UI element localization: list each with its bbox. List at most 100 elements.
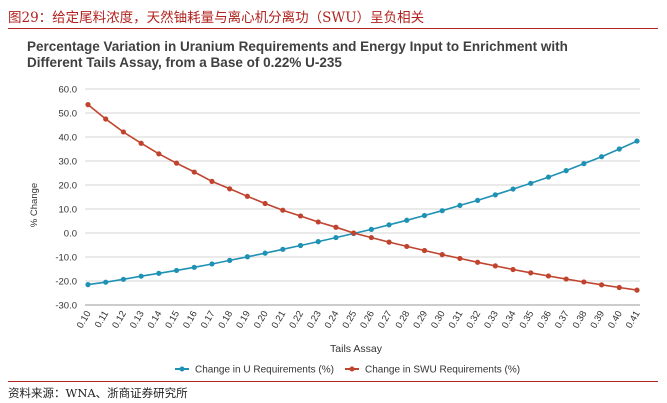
legend-label: Change in U Requirements (%) — [195, 365, 334, 376]
data-point — [492, 263, 498, 269]
data-point — [439, 208, 445, 214]
x-tick-label: 0.24 — [323, 309, 342, 331]
legend-marker — [349, 366, 355, 372]
series-lines — [85, 102, 640, 293]
y-tick-label: 60.0 — [59, 85, 78, 96]
data-point — [173, 267, 180, 274]
x-tick-label: 0.33 — [482, 309, 501, 331]
x-axis-label: Tails Assay — [330, 343, 383, 355]
data-point — [510, 266, 516, 273]
data-point — [315, 219, 321, 225]
data-point — [510, 186, 516, 192]
data-point — [475, 259, 481, 265]
data-point — [386, 222, 392, 228]
x-tick-label: 0.39 — [588, 309, 607, 331]
series-line-u-requirements — [87, 140, 638, 286]
data-point — [209, 261, 215, 267]
data-point — [333, 224, 339, 230]
data-point — [386, 239, 392, 245]
y-axis-label: % Change — [29, 183, 40, 227]
data-point — [315, 239, 321, 245]
data-point — [209, 178, 215, 184]
y-tick-label: 0.0 — [64, 229, 77, 240]
y-tick-labels: 60.0 50.0 40.0 30.0 20.0 10.0 0.0 -10.0 -20.0 -30… — [55, 85, 77, 312]
data-point — [244, 193, 250, 199]
data-point — [85, 102, 91, 108]
chart-title-line-2: Different Tails Assay, from a Base of 0.… — [27, 55, 342, 70]
data-point — [598, 282, 605, 288]
x-tick-label: 0.23 — [305, 309, 324, 331]
x-tick-label: 0.10 — [75, 309, 94, 331]
x-tick-label: 0.26 — [358, 309, 377, 331]
data-point — [120, 276, 127, 282]
data-point — [156, 151, 162, 157]
data-point — [616, 146, 622, 152]
data-point — [581, 161, 587, 167]
x-tick-labels: 0.10 0.110.120.130.140.150.160.170.180.19… — [75, 309, 643, 331]
x-tick-label: 0.35 — [518, 309, 537, 331]
data-point — [103, 279, 109, 285]
data-point — [138, 273, 144, 279]
y-tick-label: 10.0 — [59, 205, 78, 216]
data-point — [563, 168, 569, 174]
data-point — [457, 255, 463, 262]
x-tick-label: 0.30 — [429, 309, 448, 331]
data-point — [598, 154, 605, 160]
x-tick-label: 0.29 — [411, 309, 430, 331]
x-tick-label: 0.32 — [464, 309, 483, 331]
x-tick-label: 0.13 — [128, 309, 147, 331]
data-point — [85, 282, 91, 288]
data-point — [421, 247, 428, 254]
data-point — [191, 264, 197, 270]
data-point — [634, 287, 640, 293]
x-tick-label: 0.37 — [553, 309, 572, 331]
x-tick-label: 0.17 — [199, 309, 218, 331]
grid-lines — [85, 88, 640, 306]
data-point — [492, 192, 498, 198]
x-tick-label: 0.27 — [376, 309, 395, 331]
x-tick-label: 0.38 — [571, 309, 590, 331]
source-rule — [8, 381, 658, 382]
data-point — [191, 169, 197, 175]
data-point — [227, 257, 233, 263]
data-point — [280, 246, 286, 252]
figure-caption: 图29：给定尾料浓度，天然铀耗量与离心机分离功（SWU）呈负相关 — [8, 10, 425, 26]
y-tick-label: -10.0 — [55, 253, 77, 264]
x-tick-label: 0.12 — [110, 309, 129, 331]
data-point — [244, 254, 250, 260]
x-tick-label: 0.25 — [340, 309, 359, 331]
y-tick-label: 50.0 — [59, 109, 78, 120]
caption-rule — [8, 28, 658, 29]
data-point — [156, 270, 162, 276]
data-point — [563, 276, 569, 282]
data-point — [103, 116, 109, 122]
data-point — [297, 213, 304, 219]
x-tick-label: 0.19 — [234, 309, 253, 331]
x-tick-label: 0.18 — [216, 309, 235, 331]
data-point — [528, 270, 534, 276]
data-point — [528, 180, 534, 186]
y-tick-label: -30.0 — [55, 301, 77, 312]
x-tick-label: 0.22 — [287, 309, 306, 331]
data-point — [227, 186, 233, 192]
data-point — [120, 129, 127, 135]
x-tick-label: 0.11 — [93, 309, 111, 330]
y-tick-label: 40.0 — [59, 133, 78, 144]
x-tick-label: 0.20 — [252, 309, 271, 331]
data-point — [262, 250, 268, 256]
data-point — [616, 284, 622, 291]
data-point — [173, 160, 180, 166]
data-point — [545, 273, 552, 279]
data-point — [404, 243, 410, 250]
data-point — [457, 202, 463, 208]
data-point — [439, 252, 445, 258]
legend-label: Change in SWU Requirements (%) — [365, 365, 520, 376]
data-point — [333, 234, 339, 241]
data-point — [421, 212, 428, 219]
x-tick-label: 0.40 — [606, 309, 625, 331]
data-point — [634, 138, 640, 144]
series-line-swu-requirements — [87, 103, 638, 291]
chart-title-line-1: Percentage Variation in Uranium Requirem… — [27, 39, 568, 54]
data-point — [351, 230, 357, 236]
